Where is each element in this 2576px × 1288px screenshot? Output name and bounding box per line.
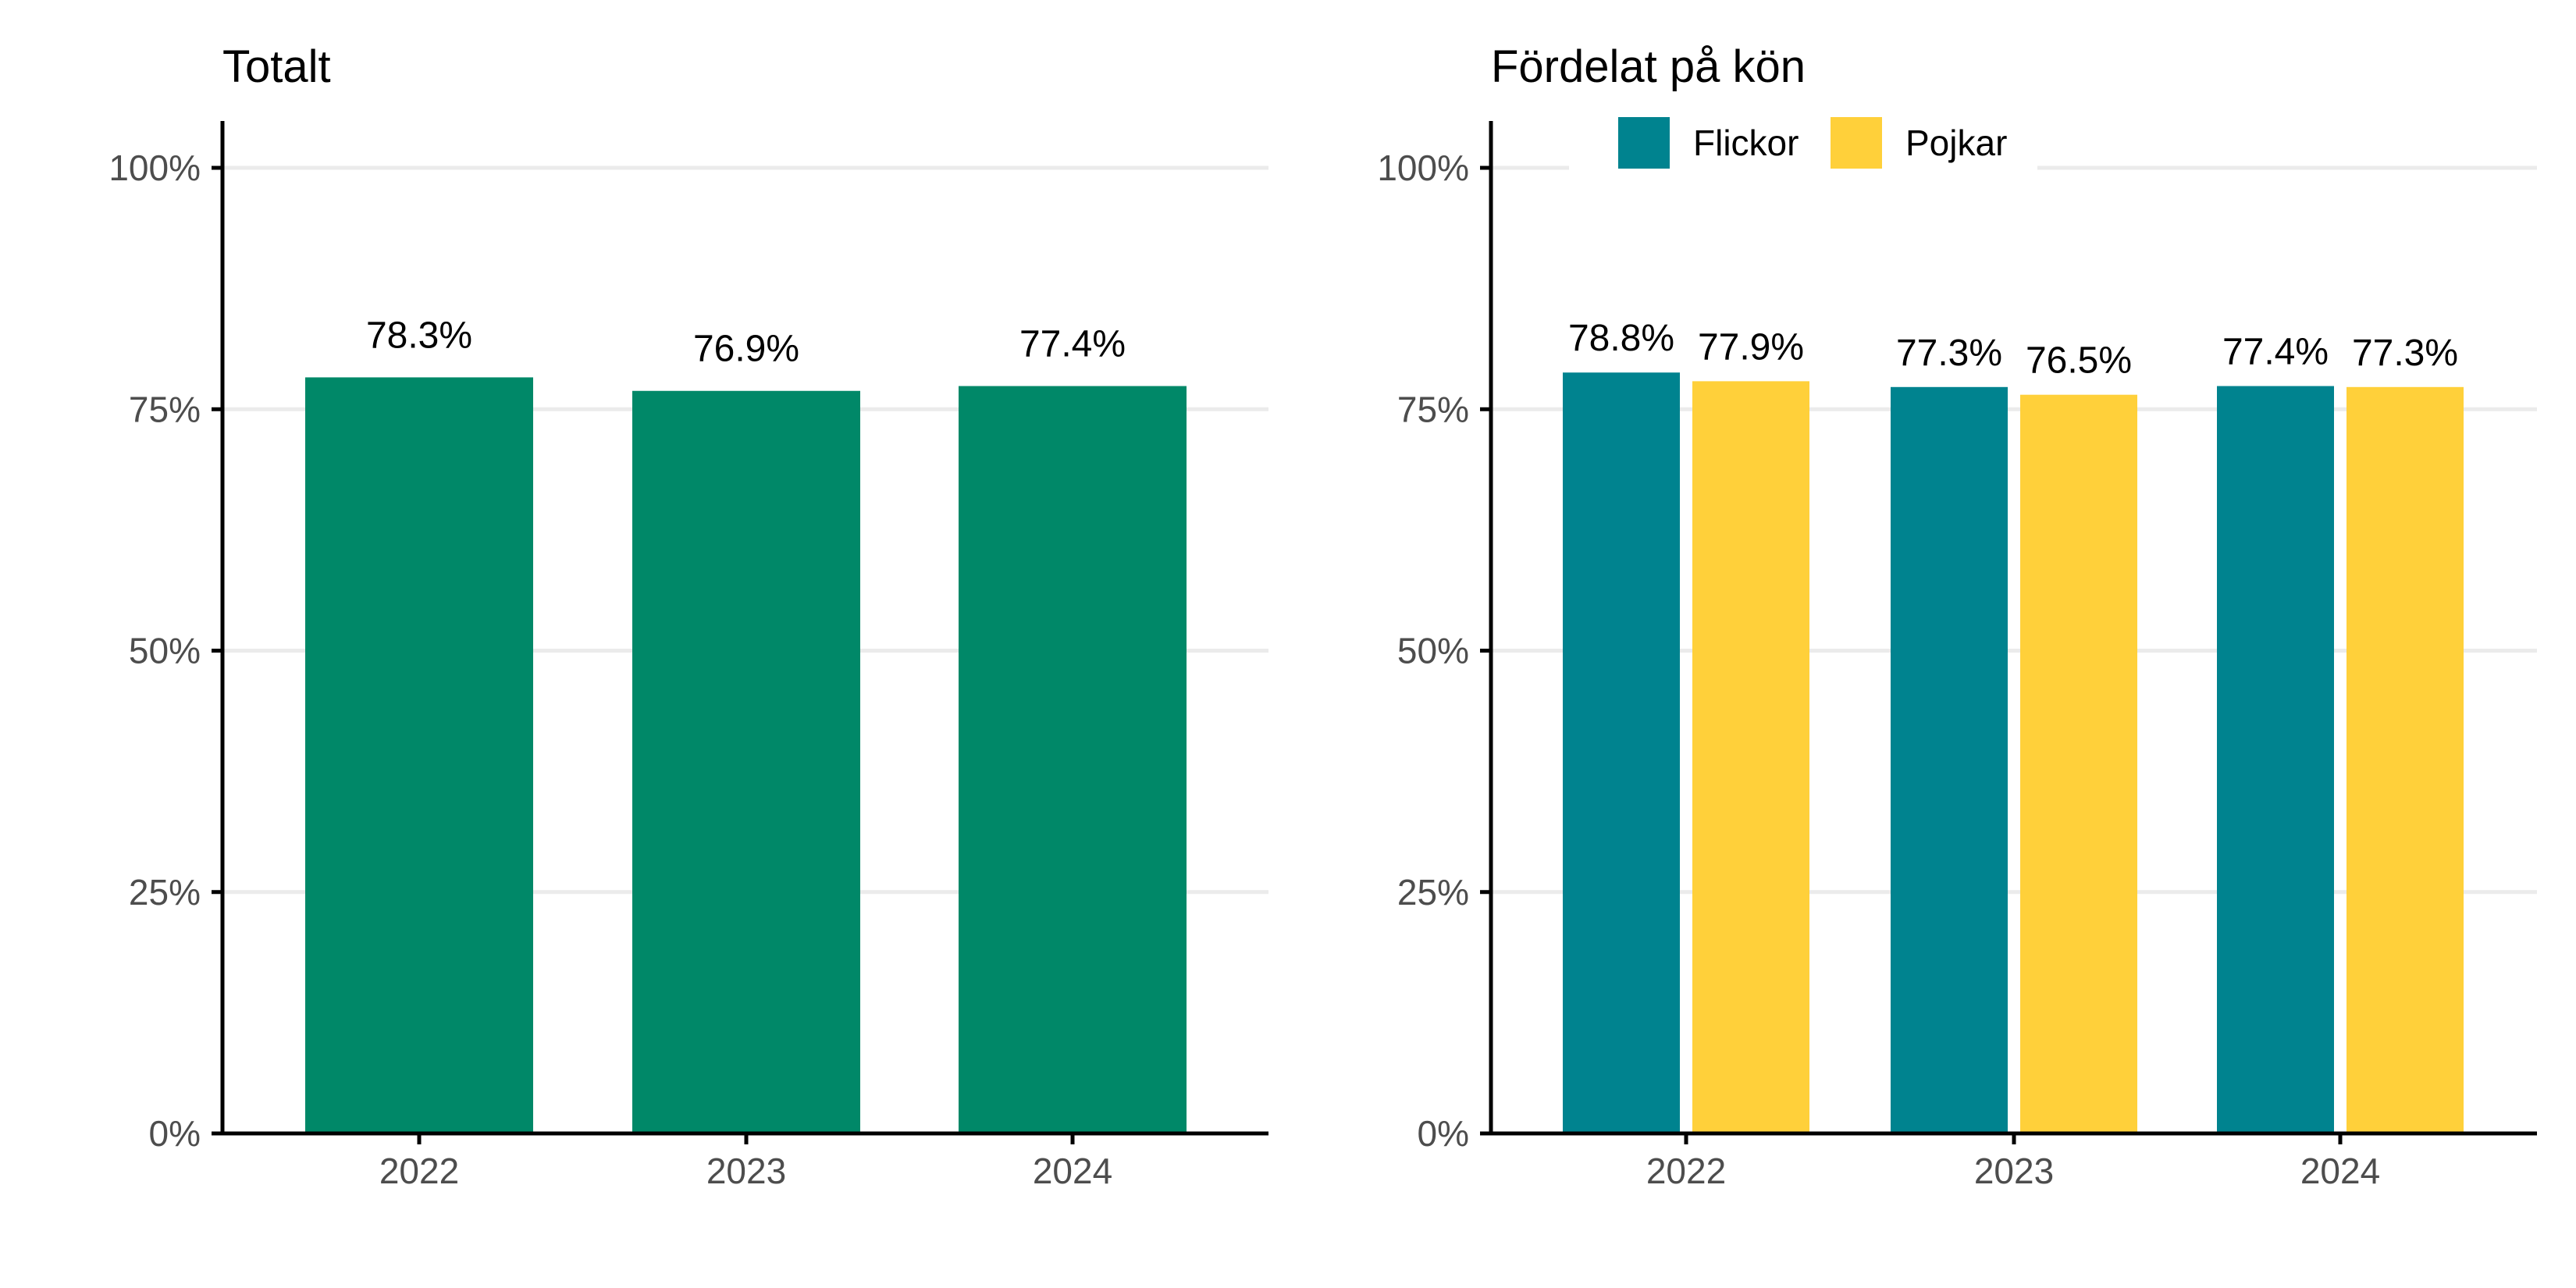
panel-title: Totalt: [222, 41, 331, 92]
data-label: 77.4%: [1019, 324, 1126, 365]
y-tick-label: 25%: [1397, 872, 1469, 913]
data-label: 77.4%: [2222, 332, 2329, 373]
panel-fordelat-pa-kon: Fördelat på kön 0% 25% 50% 75% 100% Flickor Poj…: [1377, 41, 2537, 1191]
y-tick-label: 75%: [1397, 389, 1469, 429]
bar-flickor-2023: [1891, 386, 2008, 1133]
bar-pojkar-2022: [1692, 381, 1809, 1133]
bar-2022: [305, 377, 533, 1134]
y-tick-label: 0%: [149, 1113, 201, 1154]
data-label: 77.3%: [2352, 333, 2458, 374]
data-label: 76.9%: [693, 329, 799, 370]
x-tick-label: 2022: [1646, 1151, 1726, 1191]
x-tick-label: 2023: [706, 1151, 786, 1191]
data-label: 78.8%: [1568, 318, 1674, 359]
y-tick-label: 50%: [1397, 631, 1469, 671]
x-tick-label: 2023: [1974, 1151, 2054, 1191]
y-tick-label: 25%: [129, 872, 201, 913]
y-tick-label: 75%: [129, 389, 201, 429]
data-label: 78.3%: [366, 315, 472, 356]
y-tick-label: 50%: [129, 631, 201, 671]
bar-flickor-2022: [1563, 372, 1680, 1133]
y-tick-label: 100%: [109, 148, 201, 188]
data-label: 76.5%: [2026, 340, 2132, 382]
legend-swatch-flickor: [1618, 117, 1670, 169]
x-tick-label: 2024: [1033, 1151, 1112, 1191]
data-label: 77.3%: [1896, 333, 2002, 374]
bar-pojkar-2023: [2020, 394, 2137, 1133]
legend-label-pojkar: Pojkar: [1905, 123, 2007, 163]
bar-2023: [632, 390, 860, 1133]
y-tick-label: 0%: [1418, 1113, 1469, 1154]
panel-title: Fördelat på kön: [1491, 41, 1806, 92]
bar-flickor-2024: [2217, 386, 2334, 1133]
legend-swatch-pojkar: [1831, 117, 1882, 169]
y-tick-label: 100%: [1377, 148, 1469, 188]
bar-2024: [959, 386, 1187, 1133]
x-tick-label: 2024: [2300, 1151, 2380, 1191]
data-label: 77.9%: [1698, 326, 1804, 368]
legend-label-flickor: Flickor: [1693, 123, 1799, 163]
x-tick-label: 2022: [379, 1151, 459, 1191]
panel-totalt: Totalt 0% 25% 50% 75% 100% 78.3% 76.9% 77.4% 2022…: [109, 41, 1268, 1191]
bar-pojkar-2024: [2347, 386, 2464, 1133]
